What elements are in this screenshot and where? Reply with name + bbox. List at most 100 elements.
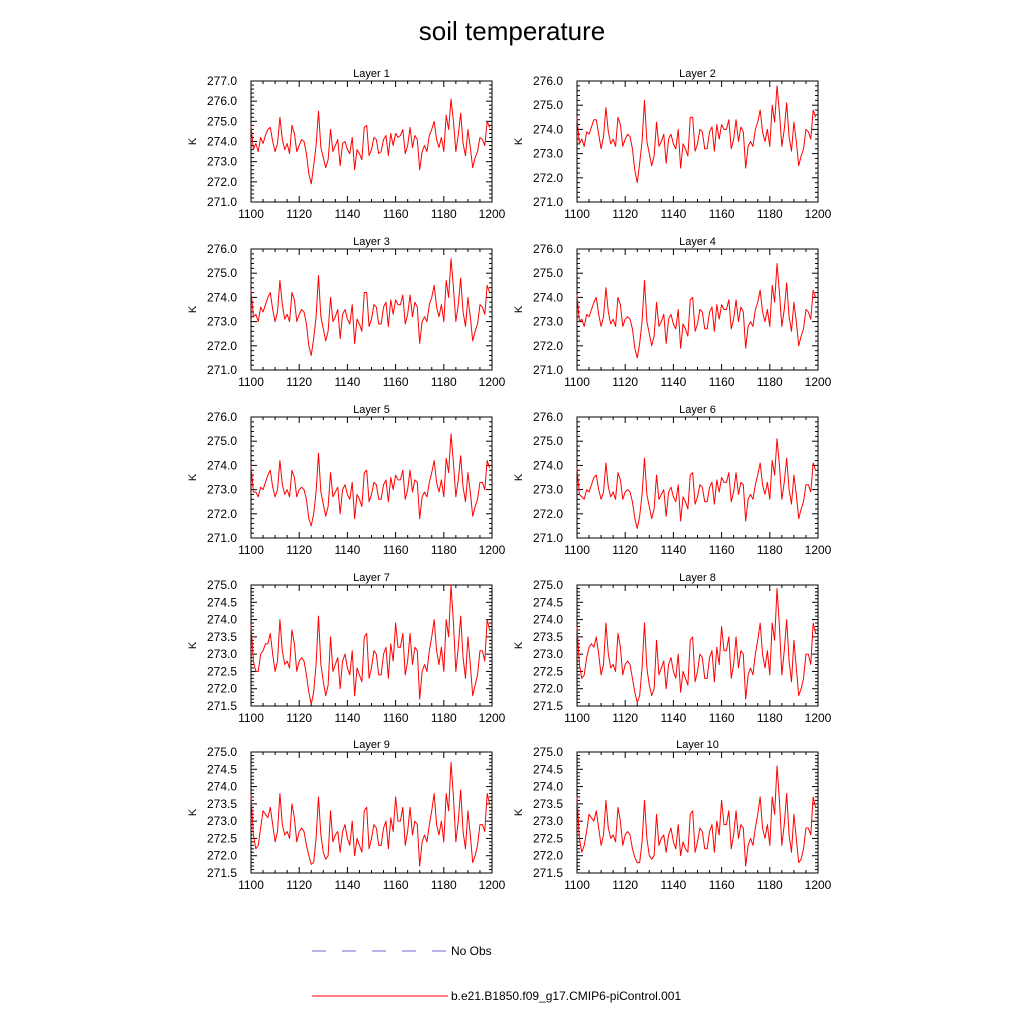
legend-label-model: b.e21.B1850.f09_g17.CMIP6-piControl.001 [451, 989, 681, 1003]
x-tick-label: 1200 [805, 543, 832, 557]
y-tick-label: 271.5 [207, 866, 237, 880]
y-tick-label: 275.0 [207, 745, 237, 759]
series-line-layer-2 [576, 85, 817, 184]
x-tick-label: 1160 [383, 375, 409, 389]
x-tick-label: 1100 [564, 543, 590, 557]
panel-layer-8: Layer 8 K 1100 1120 1140 1160 1180 1200 271.5 272… [513, 572, 832, 725]
y-axis-label: K [513, 473, 525, 481]
x-tick-label: 1180 [431, 878, 457, 892]
x-tick-label: 1180 [757, 543, 783, 557]
y-tick-label: 273.5 [533, 797, 563, 811]
series-line-layer-9 [250, 761, 491, 867]
x-tick-label: 1140 [334, 711, 360, 725]
y-tick-label: 272.0 [207, 849, 237, 863]
y-tick-label: 275.0 [207, 578, 237, 592]
y-tick-label: 276.0 [207, 94, 237, 108]
x-tick-label: 1200 [805, 878, 832, 892]
plot-frame [250, 584, 493, 707]
x-tick-label: 1140 [334, 543, 360, 557]
y-tick-label: 274.0 [533, 458, 563, 472]
plot-frame [576, 751, 819, 874]
panel-title: Layer 3 [353, 236, 390, 248]
y-tick-label: 273.0 [207, 483, 237, 497]
y-tick-label: 271.0 [533, 363, 563, 377]
x-tick-label: 1160 [383, 543, 409, 557]
panel-title: Layer 6 [679, 404, 716, 416]
x-tick-label: 1100 [564, 711, 590, 725]
plot-frame [576, 416, 819, 539]
y-axis-label: K [513, 137, 525, 145]
x-tick-label: 1200 [479, 543, 506, 557]
y-tick-label: 272.0 [533, 682, 563, 696]
y-tick-label: 273.0 [533, 814, 563, 828]
y-tick-label: 275.0 [533, 578, 563, 592]
y-tick-label: 274.0 [207, 458, 237, 472]
y-tick-label: 272.5 [533, 831, 563, 845]
y-tick-label: 273.0 [207, 814, 237, 828]
series-line-layer-8 [576, 587, 817, 704]
x-tick-label: 1200 [479, 375, 506, 389]
y-tick-label: 272.5 [207, 831, 237, 845]
x-tick-label: 1160 [383, 207, 409, 221]
y-tick-label: 277.0 [207, 74, 237, 88]
x-tick-label: 1180 [757, 207, 783, 221]
x-tick-label: 1100 [238, 207, 264, 221]
x-tick-label: 1100 [564, 878, 590, 892]
panel-layer-9: Layer 9 K 1100 1120 1140 1160 1180 1200 271.5 272… [187, 739, 506, 892]
x-tick-label: 1120 [286, 543, 312, 557]
y-axis-label: K [187, 641, 199, 649]
x-tick-label: 1100 [238, 711, 264, 725]
y-tick-label: 274.0 [207, 135, 237, 149]
x-tick-label: 1180 [757, 375, 783, 389]
y-axis-label: K [513, 305, 525, 313]
panel-title: Layer 2 [679, 68, 716, 80]
y-tick-label: 271.5 [207, 699, 237, 713]
series-line-layer-7 [250, 584, 491, 705]
panel-layer-4: Layer 4 K 1100 1120 1140 1160 1180 1200 271.0 272… [513, 236, 832, 389]
x-tick-label: 1160 [383, 711, 409, 725]
y-tick-label: 274.0 [207, 613, 237, 627]
x-tick-label: 1140 [334, 878, 360, 892]
y-axis-label: K [187, 473, 199, 481]
x-tick-label: 1120 [612, 878, 638, 892]
x-tick-label: 1180 [431, 543, 457, 557]
x-tick-label: 1140 [334, 375, 360, 389]
panel-layer-7: Layer 7 K 1100 1120 1140 1160 1180 1200 271.5 272… [187, 572, 506, 725]
x-tick-label: 1160 [709, 375, 735, 389]
x-tick-label: 1140 [660, 711, 686, 725]
series-line-layer-5 [250, 433, 491, 527]
y-tick-label: 271.0 [207, 531, 237, 545]
y-tick-label: 274.5 [207, 595, 237, 609]
x-tick-label: 1180 [757, 711, 783, 725]
plot-frame [576, 248, 819, 371]
y-tick-label: 272.0 [533, 171, 563, 185]
x-tick-label: 1100 [238, 878, 264, 892]
y-tick-label: 275.0 [533, 434, 563, 448]
x-tick-label: 1160 [383, 878, 409, 892]
y-tick-label: 272.0 [533, 339, 563, 353]
panel-title: Layer 5 [353, 404, 390, 416]
y-tick-label: 274.0 [207, 290, 237, 304]
plot-frame [576, 584, 819, 707]
y-tick-label: 274.5 [533, 762, 563, 776]
plot-frame [250, 751, 493, 874]
plot-frame [250, 416, 493, 539]
y-tick-label: 276.0 [207, 410, 237, 424]
y-axis-label: K [187, 137, 199, 145]
y-tick-label: 273.5 [207, 797, 237, 811]
panel-layer-10: Layer 10 K 1100 1120 1140 1160 1180 1200 271.5 27… [513, 739, 832, 892]
panel-title: Layer 4 [679, 236, 716, 248]
figure-title: soil temperature [419, 16, 605, 46]
panel-title: Layer 10 [676, 739, 719, 751]
series-line-layer-4 [576, 263, 817, 359]
x-tick-label: 1120 [612, 375, 638, 389]
y-tick-label: 275.0 [533, 745, 563, 759]
panel-layer-1: Layer 1 K 1100 1120 1140 1160 1180 1200 271.0 272… [187, 68, 506, 221]
panel-title: Layer 9 [353, 739, 390, 751]
x-tick-label: 1120 [286, 878, 312, 892]
y-tick-label: 274.5 [533, 595, 563, 609]
x-tick-label: 1120 [612, 207, 638, 221]
x-tick-label: 1120 [286, 375, 312, 389]
series-line-layer-10 [576, 765, 817, 867]
panel-grid: Layer 1 K 1100 1120 1140 1160 1180 1200 271.0 272… [187, 68, 832, 892]
